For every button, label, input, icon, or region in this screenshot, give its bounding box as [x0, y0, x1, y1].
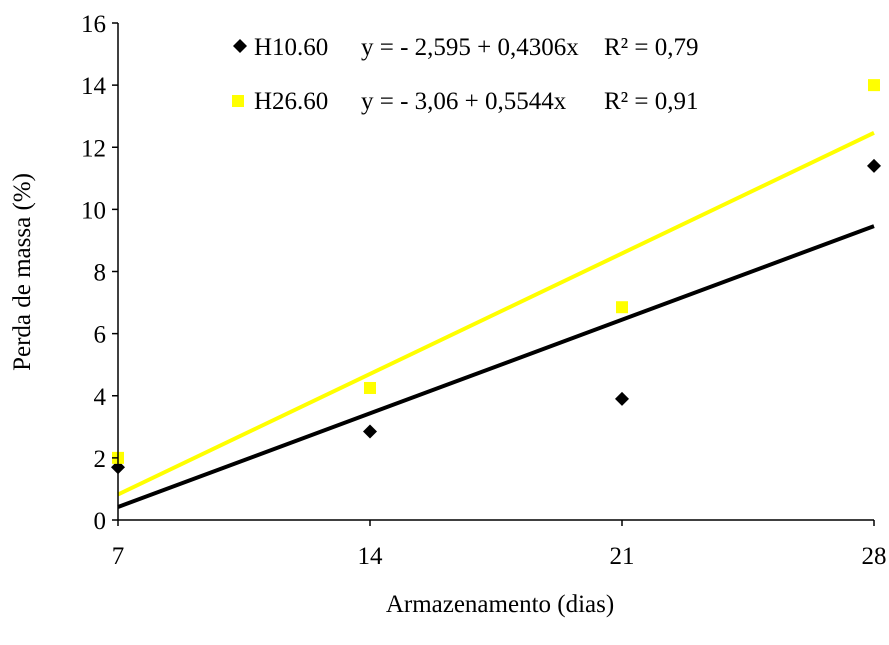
- data-points: [111, 79, 881, 475]
- legend-entry-h26-60: H26.60 y = - 3,06 + 0,5544x R² = 0,91: [232, 88, 699, 115]
- x-axis-ticks: 7 14 21 28: [112, 520, 887, 570]
- y-tick-label: 6: [94, 322, 107, 349]
- legend-equation: y = - 2,595 + 0,4306x: [361, 34, 579, 61]
- x-tick-label: 21: [610, 543, 635, 570]
- x-tick-label: 14: [358, 543, 384, 570]
- trendline-series-0: [117, 224, 875, 509]
- data-point-diamond: [363, 424, 377, 439]
- x-tick-label: 28: [862, 543, 887, 570]
- legend-series-name: H10.60: [254, 34, 328, 61]
- legend-equation: y = - 3,06 + 0,5544x: [361, 88, 567, 115]
- plot-area: 0 2 4 6 8 10 12 14 16 7 14 21 28: [81, 11, 887, 570]
- trendline-series-1: [117, 131, 875, 497]
- y-axis-ticks: 0 2 4 6 8 10 12 14 16: [81, 11, 118, 535]
- data-point-diamond: [867, 158, 881, 173]
- legend: H10.60 y = - 2,595 + 0,4306x R² = 0,79 H…: [232, 34, 699, 115]
- y-tick-label: 16: [81, 11, 106, 38]
- y-tick-label: 4: [94, 384, 107, 411]
- y-tick-label: 2: [94, 446, 107, 473]
- y-tick-label: 12: [81, 135, 106, 162]
- y-axis-title: Perda de massa (%): [9, 173, 36, 371]
- trendlines: [117, 131, 875, 509]
- y-tick-label: 8: [94, 260, 107, 287]
- legend-series-name: H26.60: [254, 88, 328, 115]
- data-point-square: [616, 301, 628, 314]
- y-tick-label: 10: [81, 197, 106, 224]
- y-tick-label: 14: [81, 73, 107, 100]
- x-tick-label: 7: [112, 543, 125, 570]
- legend-entry-h10-60: H10.60 y = - 2,595 + 0,4306x R² = 0,79: [233, 34, 699, 61]
- y-tick-label: 0: [94, 508, 107, 535]
- legend-marker-diamond-icon: [233, 39, 247, 53]
- data-point-diamond: [615, 391, 629, 406]
- legend-r2: R² = 0,79: [604, 34, 699, 61]
- data-point-square: [868, 79, 880, 92]
- legend-r2: R² = 0,91: [604, 88, 699, 115]
- data-point-square: [364, 381, 376, 394]
- x-axis-title: Armazenamento (dias): [386, 591, 614, 618]
- legend-marker-square-icon: [232, 95, 244, 107]
